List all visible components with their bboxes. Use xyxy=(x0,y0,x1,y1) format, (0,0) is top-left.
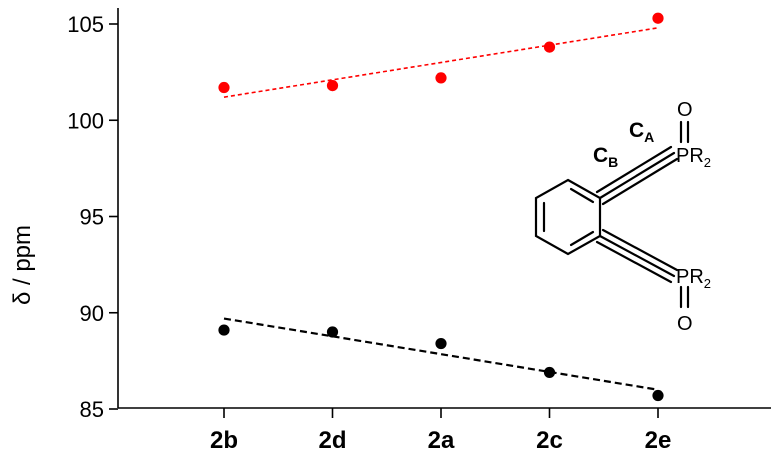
data-point xyxy=(435,337,447,350)
benzene-ring xyxy=(534,178,602,256)
x-category-label: 2d xyxy=(318,427,346,454)
upper-oxygen-label: O xyxy=(677,99,693,121)
lower-phosphine-label: PR2 xyxy=(676,266,711,291)
chemical-structure xyxy=(534,120,690,309)
carbon-a-label: CA xyxy=(629,119,654,145)
y-tick-label: 95 xyxy=(80,205,104,230)
data-point xyxy=(218,81,230,94)
data-point xyxy=(652,389,664,402)
data-points xyxy=(218,12,664,402)
y-tick-label: 105 xyxy=(67,12,104,37)
carbon-b-label: CB xyxy=(593,144,618,170)
data-point xyxy=(326,326,339,338)
upper-phosphine-label: PR2 xyxy=(676,145,711,170)
lower-triple-bond xyxy=(601,228,679,272)
trend-line xyxy=(223,317,659,391)
lower-triple-bond xyxy=(598,234,676,278)
y-ticks: 85 90 95 100 105 xyxy=(67,12,118,422)
ring-inner-bond xyxy=(569,230,595,247)
data-point xyxy=(652,12,664,24)
upper-triple-bond xyxy=(595,145,673,194)
data-point xyxy=(218,324,230,336)
x-category-label: 2b xyxy=(210,427,238,454)
ring-inner-bond xyxy=(569,187,595,204)
upper-triple-bond xyxy=(598,151,676,200)
data-point xyxy=(435,72,447,84)
y-axis-title: δ / ppm xyxy=(9,225,36,305)
upper-triple-bond xyxy=(601,157,679,206)
structure-labels: O PR2 PR2 O CA CB xyxy=(593,99,711,335)
lower-triple-bond xyxy=(595,240,673,284)
data-point xyxy=(543,41,556,53)
data-point xyxy=(326,80,339,92)
y-tick-label: 90 xyxy=(80,301,104,326)
trend-lines xyxy=(223,27,659,391)
x-category-label: 2a xyxy=(428,427,455,454)
y-tick-label: 85 xyxy=(80,397,104,422)
data-point xyxy=(543,366,556,379)
y-tick-label: 100 xyxy=(67,108,104,133)
x-category-label: 2c xyxy=(536,427,563,454)
y-axis-title-group: δ / ppm xyxy=(9,225,36,305)
lower-oxygen-label: O xyxy=(677,313,693,335)
x-category-label: 2e xyxy=(645,427,672,454)
trend-line xyxy=(223,27,659,98)
x-categories: 2b 2d 2a 2c 2e xyxy=(210,408,671,454)
